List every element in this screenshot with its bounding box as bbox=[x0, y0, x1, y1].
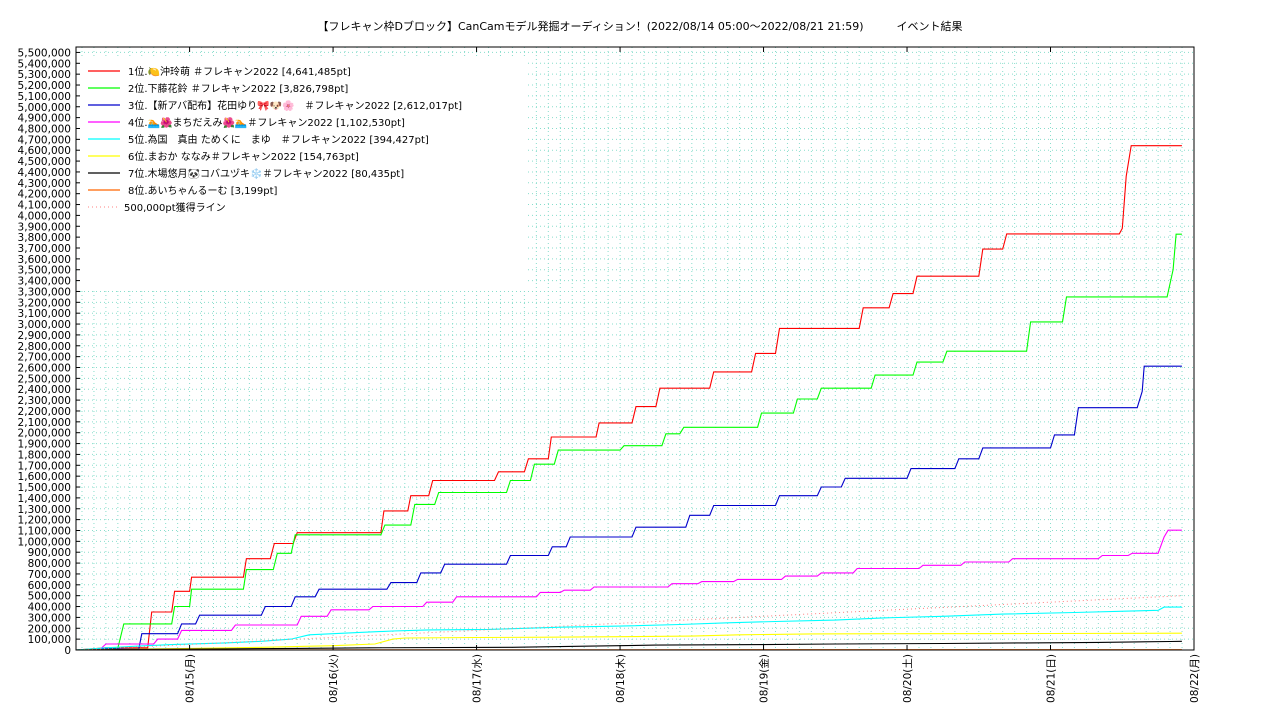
y-tick-label: 4,800,000 bbox=[18, 123, 71, 135]
series-line-7 bbox=[75, 640, 1182, 651]
series-line-3 bbox=[75, 365, 1182, 651]
x-tick-label: 08/20(土) bbox=[901, 654, 914, 703]
y-tick-label: 1,600,000 bbox=[18, 471, 71, 483]
legend-box bbox=[80, 58, 526, 290]
y-tick-label: 3,500,000 bbox=[18, 265, 71, 277]
y-tick-label: 1,100,000 bbox=[18, 525, 71, 537]
y-tick-label: 800,000 bbox=[28, 558, 71, 570]
y-tick-label: 1,900,000 bbox=[18, 439, 71, 451]
y-tick-label: 5,200,000 bbox=[18, 80, 71, 92]
y-tick-label: 3,300,000 bbox=[18, 286, 71, 298]
y-tick-label: 2,100,000 bbox=[18, 417, 71, 429]
y-tick-label: 4,300,000 bbox=[18, 178, 71, 190]
legend-label-5: 5位.為国 真由 ためくに まゆ ＃フレキャン2022 [394,427pt] bbox=[128, 133, 429, 146]
y-tick-label: 3,900,000 bbox=[18, 221, 71, 233]
y-tick-label: 900,000 bbox=[28, 547, 71, 559]
y-tick-label: 2,200,000 bbox=[18, 406, 71, 418]
x-tick-label: 08/16(火) bbox=[328, 654, 340, 703]
y-tick-label: 100,000 bbox=[28, 634, 71, 646]
y-tick-label: 4,500,000 bbox=[18, 156, 71, 168]
y-tick-label: 1,000,000 bbox=[18, 536, 71, 548]
y-tick-label: 2,900,000 bbox=[18, 330, 71, 342]
legend-label-4: 4位.🏊🌺まちだえみ🌺🏊＃フレキャン2022 [1,102,530pt] bbox=[128, 116, 405, 129]
y-tick-label: 2,300,000 bbox=[18, 395, 71, 407]
plot-frame bbox=[75, 46, 1195, 651]
y-tick-label: 3,100,000 bbox=[18, 308, 71, 320]
legend-label-6: 6位.まおか ななみ＃フレキャン2022 [154,763pt] bbox=[128, 150, 359, 163]
y-tick-label: 1,400,000 bbox=[18, 493, 71, 505]
chart-title: 【フレキャン枠Dブロック】CanCamモデル発掘オーディション！(2022/08… bbox=[317, 20, 963, 33]
y-tick-label: 0 bbox=[64, 645, 71, 657]
series-line-6 bbox=[75, 632, 1182, 651]
y-tick-label: 5,100,000 bbox=[18, 91, 71, 103]
x-tick-label: 08/18(木) bbox=[615, 654, 627, 703]
x-tick-label: 08/21(日) bbox=[1046, 654, 1058, 703]
y-tick-label: 3,700,000 bbox=[18, 243, 71, 255]
y-tick-label: 2,000,000 bbox=[18, 428, 71, 440]
series-line-5 bbox=[75, 606, 1182, 651]
y-tick-label: 2,500,000 bbox=[18, 373, 71, 385]
y-tick-label: 4,000,000 bbox=[18, 210, 71, 222]
y-tick-label: 1,700,000 bbox=[18, 460, 71, 472]
y-tick-label: 3,600,000 bbox=[18, 254, 71, 266]
y-tick-label: 600,000 bbox=[28, 580, 71, 592]
y-tick-label: 1,200,000 bbox=[18, 515, 71, 527]
y-tick-label: 2,800,000 bbox=[18, 341, 71, 353]
legend-label-1: 1位.🍋沖玲萌 ＃フレキャン2022 [4,641,485pt] bbox=[128, 65, 351, 78]
y-tick-label: 500,000 bbox=[28, 591, 71, 603]
x-tick-label: 08/17(水) bbox=[472, 654, 484, 703]
legend-label-9: 500,000pt獲得ライン bbox=[124, 201, 226, 214]
y-tick-label: 4,700,000 bbox=[18, 134, 71, 146]
x-tick-label: 08/19(金) bbox=[758, 654, 771, 703]
series-line-1 bbox=[75, 145, 1182, 651]
y-tick-label: 300,000 bbox=[28, 612, 71, 624]
y-tick-label: 5,500,000 bbox=[18, 47, 71, 59]
y-tick-label: 5,000,000 bbox=[18, 102, 71, 114]
y-tick-label: 3,200,000 bbox=[18, 297, 71, 309]
y-tick-label: 5,300,000 bbox=[18, 69, 71, 81]
y-tick-label: 4,600,000 bbox=[18, 145, 71, 157]
y-tick-label: 4,200,000 bbox=[18, 189, 71, 201]
series-line-2 bbox=[75, 233, 1182, 651]
y-tick-label: 400,000 bbox=[28, 602, 71, 614]
y-tick-label: 1,300,000 bbox=[18, 504, 71, 516]
legend-label-8: 8位.あいちゃんるーむ [3,199pt] bbox=[128, 184, 278, 197]
y-tick-label: 1,800,000 bbox=[18, 449, 71, 461]
y-tick-label: 4,900,000 bbox=[18, 113, 71, 125]
y-tick-label: 1,500,000 bbox=[18, 482, 71, 494]
y-tick-label: 4,400,000 bbox=[18, 167, 71, 179]
y-tick-label: 5,400,000 bbox=[18, 58, 71, 70]
y-tick-label: 4,100,000 bbox=[18, 200, 71, 212]
y-tick-label: 3,000,000 bbox=[18, 319, 71, 331]
y-tick-label: 3,800,000 bbox=[18, 232, 71, 244]
y-tick-label: 700,000 bbox=[28, 569, 71, 581]
x-tick-label: 08/15(月) bbox=[185, 654, 197, 703]
y-tick-label: 2,600,000 bbox=[18, 363, 71, 375]
legend-label-7: 7位.木場悠月🐼コバユヅキ❄️＃フレキャン2022 [80,435pt] bbox=[128, 167, 404, 180]
y-tick-label: 2,700,000 bbox=[18, 352, 71, 364]
series-line-4 bbox=[75, 529, 1182, 651]
legend-label-3: 3位.【新アバ配布】花田ゆり🎀🐶🌸 ＃フレキャン2022 [2,612,017p… bbox=[128, 99, 462, 112]
series-line-9 bbox=[75, 595, 1182, 651]
x-tick-label: 08/22(月) bbox=[1189, 654, 1201, 703]
y-tick-label: 2,400,000 bbox=[18, 384, 71, 396]
legend-label-2: 2位.下藤花鈴 ＃フレキャン2022 [3,826,798pt] bbox=[128, 82, 348, 95]
y-tick-label: 200,000 bbox=[28, 623, 71, 635]
y-tick-label: 3,400,000 bbox=[18, 276, 71, 288]
